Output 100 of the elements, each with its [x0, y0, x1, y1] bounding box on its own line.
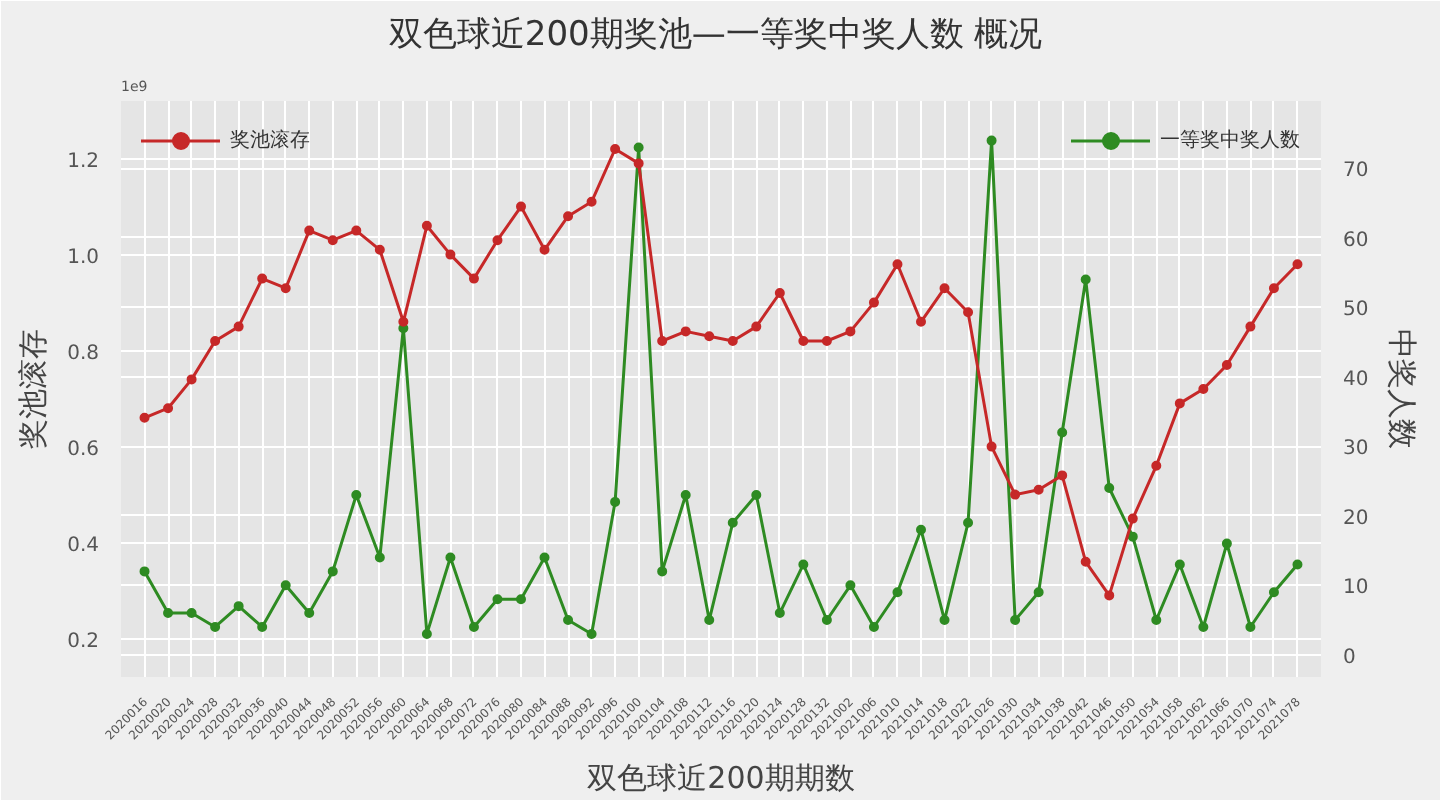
y2-tick-label: 0 [1343, 646, 1356, 669]
y2-tick-label: 60 [1343, 229, 1369, 252]
point [1268, 283, 1279, 294]
y2-tick-label: 20 [1343, 507, 1369, 530]
chart-title: 双色球近200期奖池—一等奖中奖人数 概况 [388, 15, 1043, 55]
point [374, 244, 385, 255]
point [1057, 427, 1068, 438]
point [727, 336, 738, 346]
point [1198, 384, 1209, 394]
point [539, 244, 550, 255]
legend-label: 奖池滚存 [230, 127, 310, 154]
point [1245, 321, 1256, 332]
point [892, 587, 903, 598]
point [139, 412, 150, 423]
point [563, 211, 574, 222]
point [751, 321, 762, 332]
point [327, 566, 338, 577]
point [657, 336, 668, 346]
point [280, 283, 291, 294]
point [233, 321, 244, 332]
point [845, 580, 856, 591]
point [445, 552, 456, 563]
point [586, 196, 597, 207]
point [1268, 587, 1279, 598]
point [163, 403, 174, 414]
point [1010, 615, 1021, 626]
point [421, 220, 432, 231]
point [233, 601, 244, 612]
point [186, 374, 197, 385]
point [445, 249, 456, 260]
point [1245, 621, 1256, 632]
point [680, 489, 691, 500]
point [892, 259, 903, 270]
point [327, 235, 338, 246]
point [1221, 360, 1232, 370]
x-axis-title: 双色球近200期期数 [587, 759, 855, 796]
point [939, 283, 950, 294]
point [1033, 484, 1044, 495]
y-axis-title: 奖池滚存 [15, 329, 52, 449]
point [1292, 559, 1303, 570]
y-tick-label: 0.2 [67, 630, 100, 653]
y-tick-label: 1.0 [67, 246, 100, 269]
point [986, 441, 997, 452]
point [798, 559, 809, 570]
point [257, 621, 268, 632]
point [633, 158, 644, 169]
point [1057, 470, 1068, 481]
point [963, 517, 974, 528]
point [1033, 587, 1044, 598]
y2-tick-label: 10 [1343, 577, 1369, 600]
point [821, 336, 832, 346]
point [798, 336, 809, 346]
point [1174, 559, 1185, 570]
point [680, 326, 691, 337]
y-tick-label: 0.4 [67, 534, 100, 557]
point [586, 628, 597, 639]
point [163, 608, 174, 619]
point [516, 201, 526, 212]
point [1174, 398, 1185, 409]
point [563, 615, 574, 626]
point [1292, 259, 1303, 270]
point [1080, 274, 1091, 285]
point [1127, 531, 1138, 542]
legend-label: 一等奖中奖人数 [1160, 127, 1300, 154]
point [916, 524, 926, 535]
point [210, 336, 221, 346]
point [1104, 590, 1115, 601]
point [280, 580, 291, 591]
y-tick-label: 0.8 [67, 342, 100, 365]
point [868, 621, 879, 632]
y2-tick-label: 30 [1343, 438, 1369, 461]
point [610, 144, 621, 154]
point [939, 615, 950, 626]
point [774, 608, 785, 619]
point [1221, 538, 1232, 549]
point [774, 288, 785, 298]
point [1104, 483, 1115, 493]
point [986, 135, 997, 146]
point [468, 621, 479, 632]
point [704, 615, 715, 626]
point [351, 225, 362, 236]
point [751, 489, 762, 500]
y2-tick-label: 70 [1343, 160, 1369, 183]
point [421, 628, 432, 639]
point [186, 608, 197, 619]
y-tick-label: 1.2 [67, 150, 100, 173]
point [704, 331, 715, 342]
point [821, 615, 832, 626]
point [516, 594, 526, 605]
point [304, 225, 315, 236]
point [539, 552, 550, 563]
y2-axis-title: 中奖人数 [1384, 329, 1421, 449]
point [1151, 460, 1162, 471]
point [916, 316, 926, 327]
point [351, 489, 362, 500]
point [257, 273, 268, 284]
point [398, 316, 409, 327]
point [210, 621, 221, 632]
point [963, 307, 974, 318]
point [374, 552, 385, 563]
